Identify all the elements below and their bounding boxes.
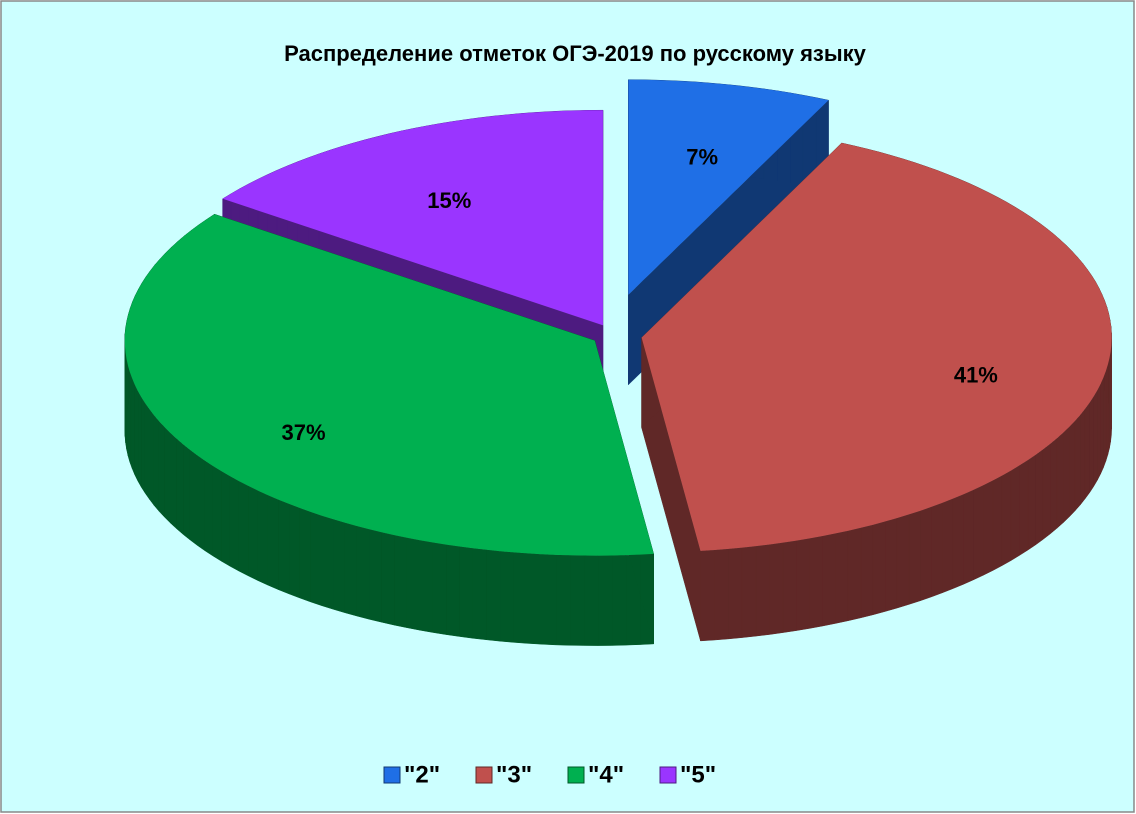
legend-swatch xyxy=(475,766,493,784)
legend-swatch xyxy=(383,766,401,784)
data-label: 7% xyxy=(686,144,718,169)
legend-swatch xyxy=(567,766,585,784)
data-label: 37% xyxy=(281,420,325,445)
chart-title: Распределение отметок ОГЭ-2019 по русско… xyxy=(284,41,867,66)
legend-swatch xyxy=(659,766,677,784)
legend-label: "2" xyxy=(404,761,440,788)
data-label: 41% xyxy=(954,363,998,388)
legend-label: "3" xyxy=(496,761,532,788)
legend-label: "5" xyxy=(680,761,716,788)
data-label: 15% xyxy=(427,188,471,213)
slice xyxy=(222,110,603,326)
slice xyxy=(628,79,829,295)
slice xyxy=(124,214,654,556)
legend-label: "4" xyxy=(588,761,624,788)
slice xyxy=(641,143,1112,551)
